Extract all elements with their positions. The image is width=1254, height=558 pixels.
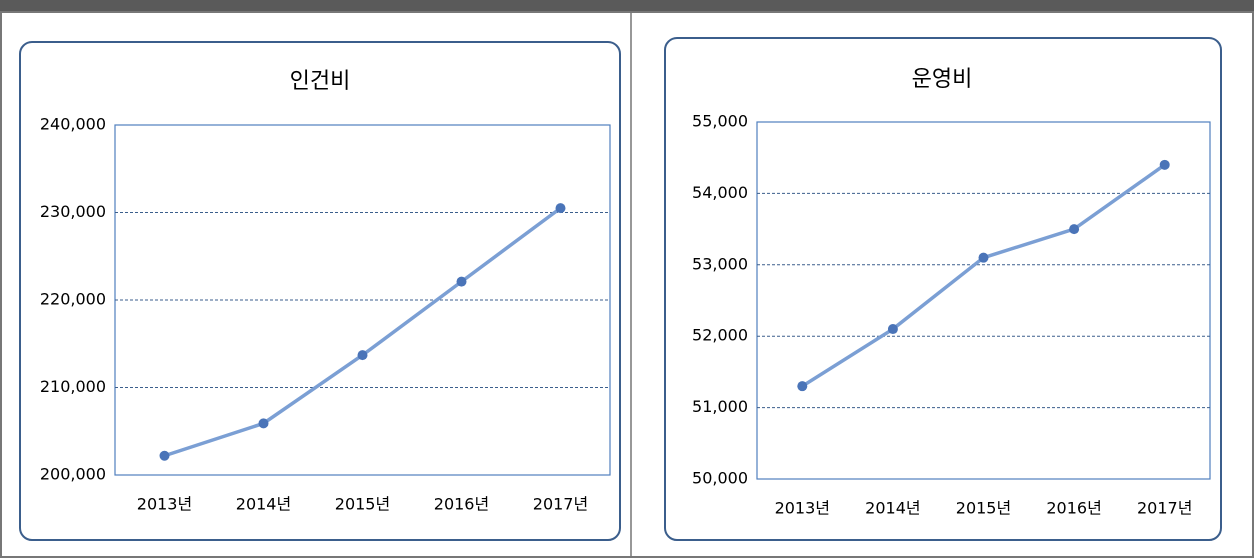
point [555, 203, 566, 214]
point [797, 381, 808, 392]
panel [19, 41, 621, 541]
y-tick-label: 55,000 [692, 112, 748, 131]
x-tick-label: 2014년 [236, 495, 291, 514]
y-tick-label: 210,000 [40, 377, 106, 396]
y-tick-label: 54,000 [692, 183, 748, 202]
y-tick-label: 50,000 [692, 469, 748, 488]
y-tick-label: 240,000 [40, 115, 106, 134]
x-tick-label: 2017년 [533, 495, 588, 514]
x-tick-label: 2014년 [865, 499, 920, 518]
point [887, 324, 898, 335]
y-tick-label: 200,000 [40, 465, 106, 484]
chart-title: 운영비 [912, 67, 973, 92]
y-tick-label: 230,000 [40, 202, 106, 221]
x-tick-label: 2016년 [1046, 499, 1101, 518]
chart-title: 인건비 [290, 69, 351, 94]
point [456, 276, 467, 287]
top-bar [0, 0, 1254, 12]
point [978, 252, 989, 263]
plot-area [756, 121, 1211, 480]
point [258, 418, 269, 429]
x-tick-label: 2015년 [335, 495, 390, 514]
point [357, 350, 368, 361]
y-tick-label: 52,000 [692, 326, 748, 345]
point [1159, 159, 1170, 170]
x-tick-label: 2013년 [137, 495, 192, 514]
x-tick-label: 2016년 [434, 495, 489, 514]
x-tick-label: 2017년 [1137, 499, 1192, 518]
x-tick-label: 2015년 [956, 499, 1011, 518]
point [159, 450, 170, 461]
y-tick-label: 220,000 [40, 290, 106, 309]
point [1069, 224, 1080, 235]
y-tick-label: 51,000 [692, 397, 748, 416]
y-tick-label: 53,000 [692, 254, 748, 273]
x-tick-label: 2013년 [775, 499, 830, 518]
frame [0, 11, 1254, 558]
